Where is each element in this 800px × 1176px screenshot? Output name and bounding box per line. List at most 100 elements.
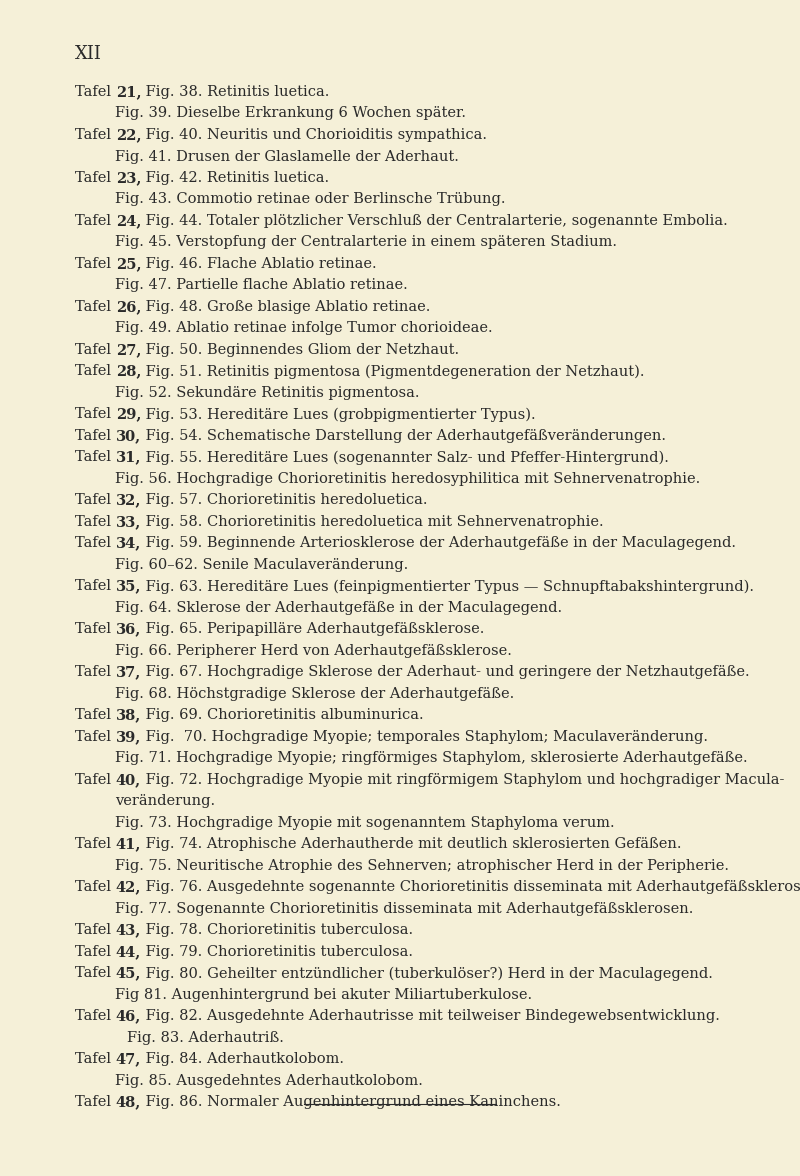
Text: Tafel: Tafel xyxy=(75,622,116,636)
Text: 31,: 31, xyxy=(116,450,141,465)
Text: Fig. 74. Atrophische Aderhautherde mit deutlich sklerosierten Gefäßen.: Fig. 74. Atrophische Aderhautherde mit d… xyxy=(141,837,682,851)
Text: 33,: 33, xyxy=(116,515,141,529)
Text: Fig.  70. Hochgradige Myopie; temporales Staphylom; Maculaveränderung.: Fig. 70. Hochgradige Myopie; temporales … xyxy=(141,730,708,744)
Text: Fig. 79. Chorioretinitis tuberculosa.: Fig. 79. Chorioretinitis tuberculosa. xyxy=(141,946,413,958)
Text: 44,: 44, xyxy=(116,946,141,958)
Text: Fig. 69. Chorioretinitis albuminurica.: Fig. 69. Chorioretinitis albuminurica. xyxy=(141,708,423,722)
Text: Fig. 77. Sogenannte Chorioretinitis disseminata mit Aderhautgefäßsklerosen.: Fig. 77. Sogenannte Chorioretinitis diss… xyxy=(115,902,694,916)
Text: Tafel: Tafel xyxy=(75,580,116,594)
Text: Fig. 47. Partielle flache Ablatio retinae.: Fig. 47. Partielle flache Ablatio retina… xyxy=(115,279,408,293)
Text: Fig. 50. Beginnendes Gliom der Netzhaut.: Fig. 50. Beginnendes Gliom der Netzhaut. xyxy=(141,343,459,358)
Text: Fig. 85. Ausgedehntes Aderhautkolobom.: Fig. 85. Ausgedehntes Aderhautkolobom. xyxy=(115,1074,423,1088)
Text: Tafel: Tafel xyxy=(75,258,116,270)
Text: Tafel: Tafel xyxy=(75,923,116,937)
Text: 35,: 35, xyxy=(116,580,141,594)
Text: 41,: 41, xyxy=(116,837,141,851)
Text: 28,: 28, xyxy=(116,365,141,379)
Text: Tafel: Tafel xyxy=(75,85,116,99)
Text: Tafel: Tafel xyxy=(75,450,116,465)
Text: Fig. 44. Totaler plötzlicher Verschluß der Centralarterie, sogenannte Embolia.: Fig. 44. Totaler plötzlicher Verschluß d… xyxy=(141,214,728,228)
Text: 39,: 39, xyxy=(116,730,141,744)
Text: Fig. 82. Ausgedehnte Aderhautrisse mit teilweiser Bindegewebsentwicklung.: Fig. 82. Ausgedehnte Aderhautrisse mit t… xyxy=(141,1009,720,1023)
Text: Fig. 60–62. Senile Maculaveränderung.: Fig. 60–62. Senile Maculaveränderung. xyxy=(115,557,408,572)
Text: Fig. 84. Aderhautkolobom.: Fig. 84. Aderhautkolobom. xyxy=(141,1053,344,1067)
Text: Fig. 52. Sekundäre Retinitis pigmentosa.: Fig. 52. Sekundäre Retinitis pigmentosa. xyxy=(115,386,419,400)
Text: Fig. 45. Verstopfung der Centralarterie in einem späteren Stadium.: Fig. 45. Verstopfung der Centralarterie … xyxy=(115,235,617,249)
Text: Fig 81. Augenhintergrund bei akuter Miliartuberkulose.: Fig 81. Augenhintergrund bei akuter Mili… xyxy=(115,988,532,1002)
Text: Fig. 56. Hochgradige Chorioretinitis heredosyphilitica mit Sehnervenatrophie.: Fig. 56. Hochgradige Chorioretinitis her… xyxy=(115,472,700,486)
Text: 46,: 46, xyxy=(116,1009,141,1023)
Text: XII: XII xyxy=(75,45,102,64)
Text: Tafel: Tafel xyxy=(75,365,116,379)
Text: Fig. 48. Große blasige Ablatio retinae.: Fig. 48. Große blasige Ablatio retinae. xyxy=(141,300,430,314)
Text: Fig. 41. Drusen der Glaslamelle der Aderhaut.: Fig. 41. Drusen der Glaslamelle der Ader… xyxy=(115,149,459,163)
Text: Fig. 65. Peripapilläre Aderhautgefäßsklerose.: Fig. 65. Peripapilläre Aderhautgefäßskle… xyxy=(141,622,484,636)
Text: Tafel: Tafel xyxy=(75,1009,116,1023)
Text: Fig. 58. Chorioretinitis heredoluetica mit Sehnervenatrophie.: Fig. 58. Chorioretinitis heredoluetica m… xyxy=(141,515,603,529)
Text: Fig. 86. Normaler Augenhintergrund eines Kaninchens.: Fig. 86. Normaler Augenhintergrund eines… xyxy=(141,1096,561,1109)
Text: Fig. 83. Aderhautriß.: Fig. 83. Aderhautriß. xyxy=(127,1031,284,1045)
Text: Fig. 59. Beginnende Arteriosklerose der Aderhautgefäße in der Maculagegend.: Fig. 59. Beginnende Arteriosklerose der … xyxy=(141,536,736,550)
Text: Tafel: Tafel xyxy=(75,1096,116,1109)
Text: 27,: 27, xyxy=(116,343,141,358)
Text: 21,: 21, xyxy=(116,85,141,99)
Text: Tafel: Tafel xyxy=(75,536,116,550)
Text: Tafel: Tafel xyxy=(75,128,116,142)
Text: Tafel: Tafel xyxy=(75,171,116,185)
Text: Fig. 67. Hochgradige Sklerose der Aderhaut- und geringere der Netzhautgefäße.: Fig. 67. Hochgradige Sklerose der Aderha… xyxy=(141,666,750,680)
Text: Tafel: Tafel xyxy=(75,408,116,421)
Text: Tafel: Tafel xyxy=(75,666,116,680)
Text: 43,: 43, xyxy=(116,923,141,937)
Text: Fig. 54. Schematische Darstellung der Aderhautgefäßveränderungen.: Fig. 54. Schematische Darstellung der Ad… xyxy=(141,429,666,443)
Text: Fig. 42. Retinitis luetica.: Fig. 42. Retinitis luetica. xyxy=(141,171,329,185)
Text: 40,: 40, xyxy=(116,773,141,787)
Text: Tafel: Tafel xyxy=(75,343,116,358)
Text: Tafel: Tafel xyxy=(75,730,116,744)
Text: Tafel: Tafel xyxy=(75,429,116,443)
Text: Tafel: Tafel xyxy=(75,881,116,895)
Text: Fig. 46. Flache Ablatio retinae.: Fig. 46. Flache Ablatio retinae. xyxy=(141,258,377,270)
Text: Fig. 80. Geheilter entzündlicher (tuberkulöser?) Herd in der Maculagegend.: Fig. 80. Geheilter entzündlicher (tuberk… xyxy=(141,967,713,981)
Text: Fig. 73. Hochgradige Myopie mit sogenanntem Staphyloma verum.: Fig. 73. Hochgradige Myopie mit sogenann… xyxy=(115,816,614,830)
Text: 37,: 37, xyxy=(116,666,141,680)
Text: Tafel: Tafel xyxy=(75,837,116,851)
Text: Fig. 49. Ablatio retinae infolge Tumor chorioideae.: Fig. 49. Ablatio retinae infolge Tumor c… xyxy=(115,321,493,335)
Text: Fig. 39. Dieselbe Erkrankung 6 Wochen später.: Fig. 39. Dieselbe Erkrankung 6 Wochen sp… xyxy=(115,107,466,120)
Text: Tafel: Tafel xyxy=(75,515,116,529)
Text: Fig. 63. Hereditäre Lues (feinpigmentierter Typus — Schnupftabakshintergrund).: Fig. 63. Hereditäre Lues (feinpigmentier… xyxy=(141,580,754,594)
Text: Fig. 53. Hereditäre Lues (grobpigmentierter Typus).: Fig. 53. Hereditäre Lues (grobpigmentier… xyxy=(141,408,536,422)
Text: Tafel: Tafel xyxy=(75,214,116,228)
Text: 32,: 32, xyxy=(116,494,141,508)
Text: Fig. 72. Hochgradige Myopie mit ringförmigem Staphylom und hochgradiger Macula-: Fig. 72. Hochgradige Myopie mit ringförm… xyxy=(141,773,784,787)
Text: 42,: 42, xyxy=(116,881,141,895)
Text: Fig. 43. Commotio retinae oder Berlinsche Trübung.: Fig. 43. Commotio retinae oder Berlinsch… xyxy=(115,193,506,207)
Text: 24,: 24, xyxy=(116,214,141,228)
Text: Tafel: Tafel xyxy=(75,300,116,314)
Text: Fig. 75. Neuritische Atrophie des Sehnerven; atrophischer Herd in der Peripherie: Fig. 75. Neuritische Atrophie des Sehner… xyxy=(115,858,729,873)
Text: 29,: 29, xyxy=(116,408,141,421)
Text: Fig. 68. Höchstgradige Sklerose der Aderhautgefäße.: Fig. 68. Höchstgradige Sklerose der Ader… xyxy=(115,687,514,701)
Text: Tafel: Tafel xyxy=(75,708,116,722)
Text: veränderung.: veränderung. xyxy=(115,795,215,808)
Text: Fig. 38. Retinitis luetica.: Fig. 38. Retinitis luetica. xyxy=(141,85,330,99)
Text: Fig. 51. Retinitis pigmentosa (Pigmentdegeneration der Netzhaut).: Fig. 51. Retinitis pigmentosa (Pigmentde… xyxy=(141,365,645,379)
Text: Fig. 78. Chorioretinitis tuberculosa.: Fig. 78. Chorioretinitis tuberculosa. xyxy=(141,923,413,937)
Text: 23,: 23, xyxy=(116,171,141,185)
Text: 47,: 47, xyxy=(116,1053,141,1067)
Text: 30,: 30, xyxy=(116,429,141,443)
Text: Fig. 66. Peripherer Herd von Aderhautgefäßsklerose.: Fig. 66. Peripherer Herd von Aderhautgef… xyxy=(115,644,512,659)
Text: 34,: 34, xyxy=(116,536,141,550)
Text: 38,: 38, xyxy=(116,708,141,722)
Text: Fig. 71. Hochgradige Myopie; ringförmiges Staphylom, sklerosierte Aderhautgefäße: Fig. 71. Hochgradige Myopie; ringförmige… xyxy=(115,751,748,766)
Text: Fig. 57. Chorioretinitis heredoluetica.: Fig. 57. Chorioretinitis heredoluetica. xyxy=(141,494,427,508)
Text: 22,: 22, xyxy=(116,128,141,142)
Text: 45,: 45, xyxy=(116,967,141,981)
Text: 36,: 36, xyxy=(116,622,141,636)
Text: Tafel: Tafel xyxy=(75,494,116,508)
Text: Tafel: Tafel xyxy=(75,1053,116,1067)
Text: Tafel: Tafel xyxy=(75,967,116,981)
Text: Tafel: Tafel xyxy=(75,946,116,958)
Text: Fig. 40. Neuritis und Chorioiditis sympathica.: Fig. 40. Neuritis und Chorioiditis sympa… xyxy=(141,128,487,142)
Text: Fig. 55. Hereditäre Lues (sogenannter Salz- und Pfeffer-Hintergrund).: Fig. 55. Hereditäre Lues (sogenannter Sa… xyxy=(141,450,669,465)
Text: Tafel: Tafel xyxy=(75,773,116,787)
